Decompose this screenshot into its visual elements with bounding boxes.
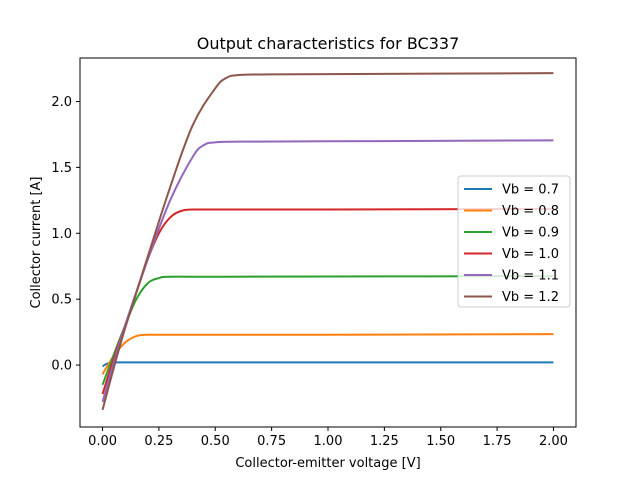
x-tick-label: 2.00 [539,434,568,449]
x-axis: 0.00 0.25 0.50 0.75 1.00 1.25 1.50 1.75 2.00 [88,427,568,449]
x-tick-label: 0.25 [144,434,173,449]
series-line-6 [101,72,554,411]
y-tick-label: 1.5 [51,161,72,176]
chart-title: Output characteristics for BC337 [197,34,460,53]
x-axis-label: Collector-emitter voltage [V] [235,456,420,471]
legend-entry: Vb = 0.8 [502,204,559,219]
legend-entry: Vb = 0.9 [502,226,559,241]
x-tick-label: 1.50 [426,434,455,449]
y-axis-label: Collector current [A] [29,177,44,309]
legend: Vb = 0.7 Vb = 0.8 Vb = 0.9 Vb = 1.0 Vb = 1.1… [457,175,571,308]
x-tick-label: 0.00 [88,434,117,449]
y-axis: 0.0 0.5 1.0 1.5 2.0 [51,95,80,374]
x-tick-label: 1.00 [314,434,343,449]
x-tick-label: 1.75 [483,434,512,449]
legend-entry: Vb = 1.1 [502,269,559,284]
y-tick-label: 1.0 [51,227,72,242]
x-tick-label: 1.25 [370,434,399,449]
legend-entry: Vb = 1.2 [502,290,559,305]
y-tick-label: 2.0 [51,95,72,110]
y-tick-label: 0.0 [51,359,72,374]
x-tick-label: 0.50 [201,434,230,449]
series-layer [101,72,554,411]
x-tick-label: 0.75 [257,434,286,449]
legend-entry: Vb = 1.0 [502,247,559,262]
y-tick-label: 0.5 [51,293,72,308]
legend-entry: Vb = 0.7 [502,183,559,198]
